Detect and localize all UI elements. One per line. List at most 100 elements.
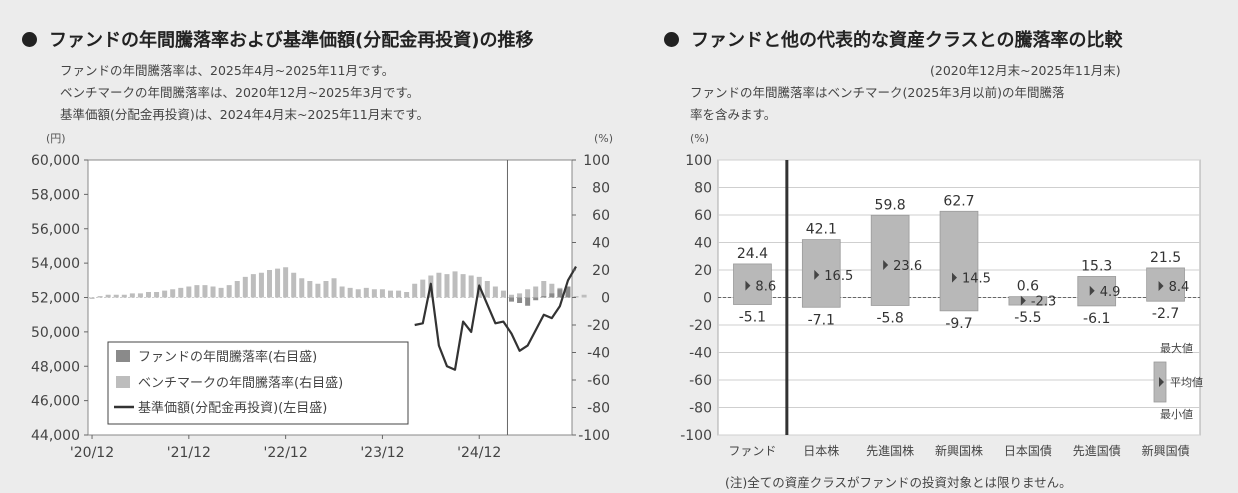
legend-label-fund: ファンドの年間騰落率(右目盛): [138, 349, 317, 365]
benchmark-bar: [178, 287, 184, 298]
right-y-axis-unit: (%): [690, 132, 709, 145]
benchmark-bar: [452, 271, 458, 298]
benchmark-bar: [137, 293, 143, 298]
benchmark-bar: [525, 289, 531, 298]
fund-bar: [565, 286, 571, 298]
left-y2-tick-label: 100: [583, 153, 610, 169]
benchmark-bar: [97, 296, 103, 298]
right-x-tick-label: 新興国株: [935, 443, 983, 458]
right-x-tick-label: 先進国株: [866, 443, 914, 458]
left-panel: ファンドの年間騰落率および基準価額(分配金再投資)の推移 ファンドの年間騰落率は…: [22, 30, 613, 461]
legend-average-label: 平均値: [1170, 376, 1203, 389]
left-y2-tick-label: 80: [592, 181, 610, 197]
benchmark-bar: [145, 292, 152, 298]
benchmark-bar: [533, 286, 539, 298]
benchmark-bar: [202, 285, 208, 298]
benchmark-bar: [291, 272, 297, 298]
range-bar: [1077, 276, 1117, 307]
benchmark-bar: [379, 289, 385, 298]
range-bar: [801, 239, 841, 308]
left-y-tick-label: 56,000: [31, 222, 80, 238]
left-y-tick-label: 50,000: [31, 325, 80, 341]
bullet-dot-icon: [22, 32, 37, 47]
benchmark-bar: [331, 278, 337, 298]
legend-swatch-fund: [116, 350, 130, 362]
benchmark-bar: [89, 297, 95, 299]
max-value-label: 21.5: [1150, 250, 1181, 266]
benchmark-bar: [275, 268, 281, 298]
benchmark-bar: [250, 274, 256, 298]
fund-bar: [508, 297, 515, 302]
benchmark-bar: [154, 292, 160, 298]
average-value-label: 8.4: [1169, 280, 1190, 295]
max-value-label: 0.6: [1017, 279, 1039, 295]
benchmark-bar: [541, 281, 547, 298]
left-y2-tick-label: 20: [592, 263, 610, 279]
max-value-label: 24.4: [737, 246, 768, 262]
max-value-label: 62.7: [943, 193, 974, 209]
right-x-tick-label: 日本株: [803, 443, 839, 458]
benchmark-bar: [363, 287, 369, 298]
right-chart-title-text: ファンドと他の代表的な資産クラスとの騰落率の比較: [691, 30, 1123, 51]
min-value-label: -5.1: [739, 310, 766, 326]
max-value-label: 15.3: [1081, 258, 1112, 274]
average-value-label: 16.5: [824, 269, 853, 284]
average-value-label: 4.9: [1100, 285, 1121, 300]
average-marker: [1158, 280, 1164, 291]
benchmark-bar: [283, 267, 289, 298]
benchmark-bar: [508, 294, 515, 298]
average-value-label: 23.6: [893, 259, 922, 274]
left-x-tick-label: '23/12: [360, 445, 404, 461]
benchmark-bar: [573, 296, 579, 298]
average-value-label: -2.3: [1031, 295, 1056, 310]
average-marker: [1089, 285, 1095, 296]
fund-bar: [533, 297, 539, 301]
benchmark-bar: [404, 292, 410, 298]
average-marker: [952, 272, 957, 283]
benchmark-bar: [444, 274, 450, 298]
left-y-tick-label: 58,000: [31, 187, 80, 203]
benchmark-bar: [218, 287, 224, 298]
benchmark-bar: [323, 281, 329, 298]
benchmark-bar: [347, 287, 353, 298]
right-axes: 100 80 60 40 20 0 -20 -40 -60 -80 -100 (%) ファンド 日本株 先進…: [680, 132, 1189, 458]
left-y2-tick-label: -60: [587, 373, 610, 389]
left-x-tick-label: '20/12: [70, 445, 114, 461]
left-y2-tick-label: -100: [578, 428, 610, 444]
right-note-2: 率を含みます。: [690, 107, 777, 122]
benchmark-bar: [468, 275, 474, 298]
left-line: [414, 266, 577, 371]
min-value-label: -7.1: [808, 312, 835, 328]
benchmark-bar: [242, 276, 248, 298]
left-note-2: ベンチマークの年間騰落率は、2020年12月~2025年3月です。: [60, 85, 420, 100]
legend-max-label: 最大値: [1160, 341, 1193, 355]
average-value-label: 14.5: [962, 272, 991, 287]
min-value-label: -5.5: [1014, 310, 1041, 326]
left-y-tick-label: 54,000: [31, 256, 80, 272]
fund-bar: [517, 297, 523, 303]
left-y-tick-label: 46,000: [31, 394, 80, 410]
benchmark-bar: [420, 279, 426, 298]
benchmark-bar: [162, 290, 168, 298]
right-x-tick-label: 先進国債: [1073, 443, 1121, 458]
benchmark-bar: [226, 285, 232, 298]
benchmark-bar: [436, 272, 442, 298]
left-y-tick-label: 60,000: [31, 153, 80, 169]
benchmark-bar: [258, 272, 264, 298]
legend-label-nav: 基準価額(分配金再投資)(左目盛): [138, 400, 327, 416]
legend-swatch-benchmark: [116, 376, 130, 388]
average-marker: [745, 280, 751, 291]
right-y-tick-label: 40: [694, 236, 712, 252]
left-y2-tick-label: 0: [601, 291, 610, 307]
max-value-label: 59.8: [875, 197, 906, 213]
benchmark-bar: [113, 294, 119, 298]
legend-average-marker: [1159, 377, 1164, 387]
left-x-tick-label: '24/12: [457, 445, 501, 461]
benchmark-bar: [194, 285, 200, 298]
benchmark-bar: [339, 286, 345, 298]
right-y-tick-label: -20: [689, 318, 712, 334]
benchmark-bar: [129, 293, 135, 298]
benchmark-bar: [517, 293, 523, 298]
benchmark-bar: [355, 289, 361, 298]
